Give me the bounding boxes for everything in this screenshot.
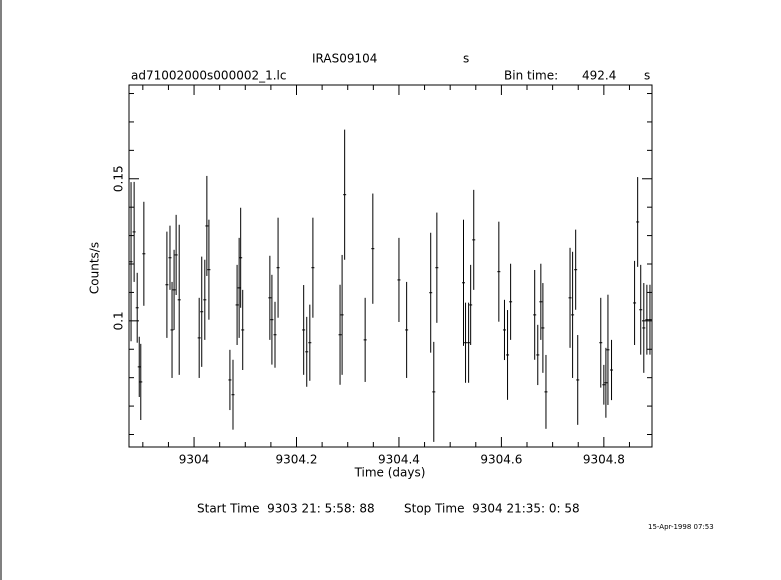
x-tick-label: 9304.4 xyxy=(378,453,420,467)
x-tick-label: 9304.8 xyxy=(583,453,625,467)
plot-frame xyxy=(128,84,653,448)
x-axis-label: Time (days) xyxy=(354,466,426,480)
y-axis-label: Counts/s xyxy=(88,242,102,294)
bin-time-unit: s xyxy=(644,69,650,83)
file-name: ad71002000s000002_1.lc xyxy=(131,69,287,83)
x-tick-label: 9304.6 xyxy=(480,453,522,467)
start-time: Start Time 9303 21: 5:58: 88 xyxy=(197,502,375,516)
chart-title: IRAS09104 xyxy=(312,52,377,66)
title-unit: s xyxy=(463,52,469,66)
x-tick-label: 9304 xyxy=(179,453,210,467)
x-tick-label: 9304.2 xyxy=(276,453,318,467)
y-tick-label: 0.15 xyxy=(112,165,126,192)
y-tick-label: 0.1 xyxy=(112,311,126,330)
stop-time: Stop Time 9304 21:35: 0: 58 xyxy=(404,502,580,516)
bin-time: 492.4 xyxy=(582,69,616,83)
timestamp: 15-Apr-1998 07:53 xyxy=(648,523,714,531)
bin-time-label: Bin time: xyxy=(504,69,558,83)
